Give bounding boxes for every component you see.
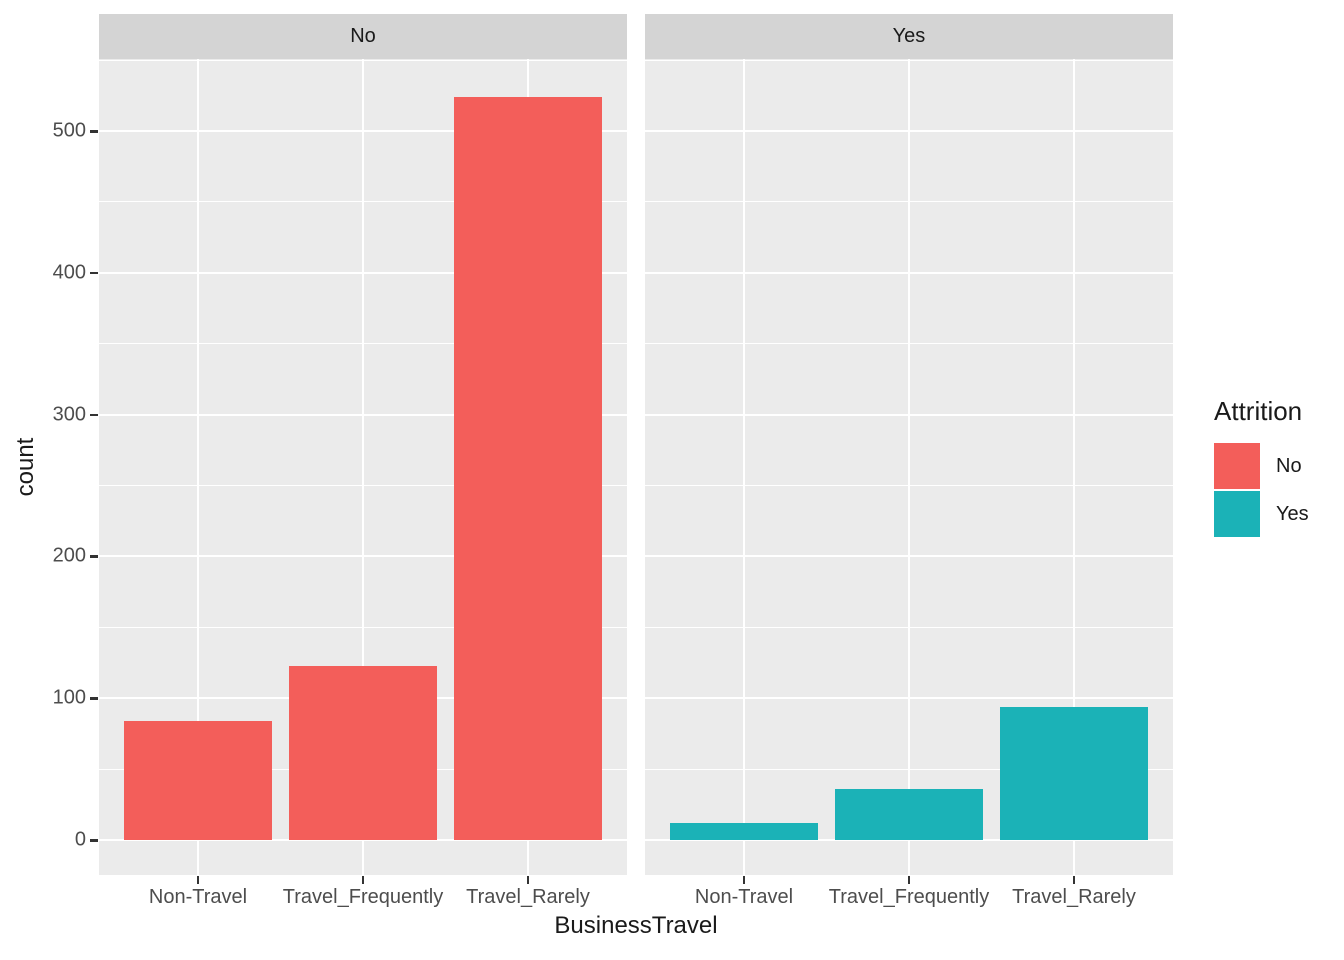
bar: [123, 720, 273, 840]
legend-key-label: Yes: [1276, 502, 1309, 525]
x-axis-title: BusinessTravel: [554, 912, 718, 939]
gridline-major-v: [1073, 59, 1075, 875]
y-tick-label: 0: [74, 828, 86, 851]
y-tick-label: 300: [52, 403, 86, 426]
bar: [288, 665, 438, 840]
legend-key-swatch: [1214, 443, 1260, 489]
y-tick-label: 400: [52, 261, 86, 284]
x-tick-label: Travel_Rarely: [466, 886, 590, 908]
y-axis-title: count: [12, 437, 39, 497]
legend-entry: No: [1214, 443, 1309, 489]
facet-panel: [645, 59, 1173, 875]
x-tick-label: Travel_Frequently: [828, 886, 990, 908]
y-tick-label: 100: [52, 686, 86, 709]
legend-entry: Yes: [1214, 491, 1309, 537]
x-tick-mark: [526, 876, 530, 884]
x-tick-label: Non-Travel: [148, 886, 248, 908]
x-tick-mark: [361, 876, 365, 884]
x-tick-mark: [196, 876, 200, 884]
x-tick-mark: [1072, 876, 1076, 884]
bar: [453, 96, 603, 840]
y-tick-mark: [90, 413, 98, 417]
facet-strip-label: Yes: [892, 25, 926, 47]
gridline-major-v: [908, 59, 910, 875]
y-tick-mark: [90, 130, 98, 133]
gridline-major-v: [743, 59, 745, 875]
y-tick-label: 200: [52, 544, 86, 567]
x-tick-mark: [742, 876, 746, 884]
facet-panel: [99, 59, 627, 875]
legend-key-label: No: [1276, 454, 1302, 477]
bar: [999, 706, 1149, 840]
x-tick-label: Travel_Frequently: [282, 886, 444, 908]
y-tick-mark: [90, 271, 98, 275]
legend-entries: No Yes: [1214, 443, 1309, 539]
legend-title: Attrition: [1214, 396, 1303, 426]
gridline-major-v: [197, 59, 199, 875]
legend: Attrition No Yes: [1214, 396, 1309, 539]
y-tick-label: 500: [52, 119, 86, 142]
facet-strip: Yes: [645, 14, 1173, 59]
y-tick-mark: [90, 555, 98, 558]
bar: [834, 788, 984, 840]
x-tick-mark: [907, 876, 911, 884]
facet-strip-label: No: [350, 25, 376, 47]
legend-key-swatch: [1214, 491, 1260, 537]
x-tick-label: Non-Travel: [694, 886, 794, 908]
y-tick-mark: [90, 697, 98, 700]
bar: [669, 822, 819, 840]
y-tick-mark: [90, 839, 98, 842]
gridline-major-v: [362, 59, 364, 875]
x-tick-label: Travel_Rarely: [1012, 886, 1136, 908]
facet-strip: No: [99, 14, 627, 59]
